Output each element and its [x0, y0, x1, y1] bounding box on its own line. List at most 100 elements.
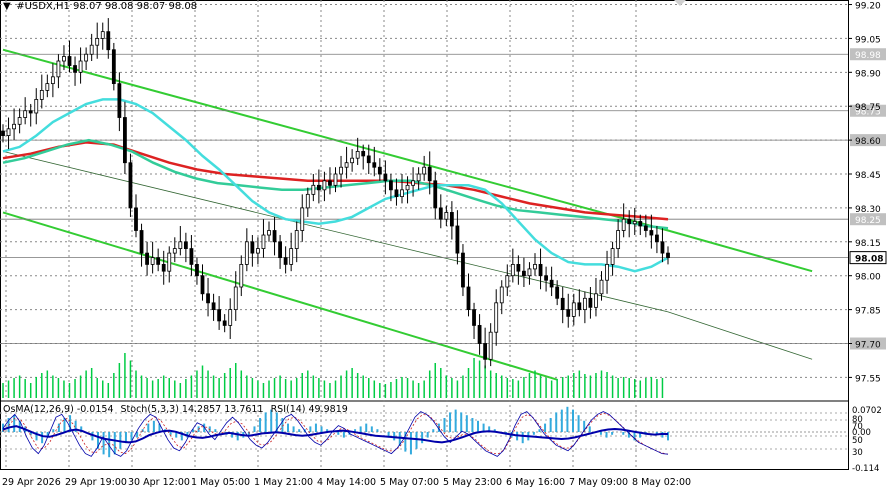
candle-body	[189, 248, 194, 265]
candle-body	[156, 257, 161, 265]
candle-body	[449, 212, 454, 227]
candle-body	[161, 264, 166, 272]
candle-body	[73, 65, 77, 73]
candle-body	[23, 110, 28, 118]
candle-body	[383, 173, 388, 182]
candle-body	[505, 275, 510, 288]
volume-bars	[2, 353, 664, 398]
candle-body	[400, 189, 404, 198]
level-label: 98.73	[855, 108, 881, 118]
candle-body	[172, 248, 177, 254]
time-tick-label: 29 Apr 19:00	[65, 477, 127, 488]
candle-body	[67, 56, 72, 66]
indicator-panel	[0, 406, 848, 458]
candle-body	[438, 207, 443, 220]
price-tick-label: 98.30	[855, 205, 881, 215]
stoch-label: Stoch(5,3,3) 14.2857 13.7611	[120, 404, 264, 415]
candle-body	[150, 257, 155, 265]
rsi-line	[2, 425, 668, 444]
candle-body	[111, 49, 116, 85]
candle-body	[39, 89, 44, 100]
candle-body	[344, 162, 349, 168]
candle-body	[316, 184, 321, 191]
candle-body	[145, 252, 149, 265]
time-tick-label: 5 May 07:00	[380, 477, 439, 488]
time-tick-label: 1 May 21:00	[254, 477, 313, 488]
candle-body	[594, 293, 598, 308]
candle-body	[433, 180, 438, 209]
ema-50-line	[2, 98, 669, 273]
candle-body	[427, 166, 432, 182]
candle-body	[62, 56, 66, 62]
candle-body	[294, 230, 299, 249]
candle-body	[389, 180, 393, 191]
candle-body	[134, 207, 138, 231]
time-tick-label: 30 Apr 12:00	[128, 477, 190, 488]
candle-body	[239, 264, 244, 288]
candle-body	[643, 225, 648, 231]
candle-body	[632, 221, 637, 225]
indicator-scale-label: 70	[852, 422, 863, 432]
candle-body	[311, 184, 316, 195]
price-axis: 99.20 99.05 98.90 98.75 98.60 98.45 98.30 98.15…	[848, 2, 882, 474]
price-tick-label: 97.85	[855, 307, 881, 317]
price-tick-label: 99.05	[855, 35, 881, 45]
candle-body	[411, 180, 415, 186]
ohlc-readout: 98.07 98.08 98.07 98.08	[73, 1, 198, 12]
candle-body	[123, 117, 127, 164]
candle-body	[305, 193, 310, 209]
candle-body	[616, 230, 621, 249]
time-tick-label: 7 May 09:00	[569, 477, 628, 488]
level-label-box	[850, 134, 886, 147]
candle-body	[499, 286, 504, 304]
candle-body	[244, 241, 249, 265]
candle-body	[45, 83, 50, 91]
indicator-scale-label: 80	[852, 415, 863, 425]
candle-body	[322, 180, 327, 191]
price-tick-label: 99.20	[855, 2, 881, 12]
candle-body	[300, 207, 305, 231]
candle-body	[267, 230, 271, 236]
candle-body	[261, 234, 266, 249]
candle-body	[167, 252, 172, 272]
candle-body	[139, 230, 144, 254]
scroll-marker-icon[interactable]	[674, 0, 686, 6]
symbol-label: #USDX,H1	[16, 1, 70, 12]
candle-body	[333, 173, 338, 186]
candle-body	[599, 279, 604, 295]
candle-body	[527, 268, 532, 277]
plot-frame	[0, 0, 849, 470]
indicator-scale-label: -0.114	[852, 464, 879, 474]
stoch-signal-line	[2, 412, 669, 455]
regression-channel	[2, 48, 813, 381]
candle-body	[106, 31, 111, 51]
candle-body	[577, 302, 582, 311]
candle-body	[339, 166, 343, 175]
indicator-scale-label: 50	[852, 436, 863, 446]
candle-body	[272, 230, 277, 243]
candle-body	[566, 309, 571, 317]
candle-body	[289, 248, 294, 265]
rsi-label: RSI(14) 49.9819	[270, 404, 348, 415]
level-label: 97.70	[855, 341, 881, 351]
level-label-box	[850, 213, 886, 226]
candle-body	[588, 297, 593, 308]
candle-body	[278, 241, 282, 259]
candle-body	[328, 180, 332, 186]
level-label-box	[849, 251, 887, 265]
price-tick-label: 97.70	[855, 341, 881, 351]
candle-body	[12, 123, 16, 130]
channel-lower-line	[2, 211, 558, 381]
time-axis: 29 Apr 2026 29 Apr 19:00 30 Apr 12:00 1 May…	[2, 477, 691, 488]
price-tick-label: 98.75	[855, 103, 881, 113]
candle-body	[510, 264, 515, 277]
candle-body	[228, 309, 233, 326]
dropdown-arrow-icon[interactable]: ▼	[3, 1, 11, 12]
candle-body	[183, 241, 188, 249]
candle-body	[84, 53, 89, 62]
candle-body	[1, 130, 5, 136]
candle-body	[206, 293, 210, 304]
candle-body	[571, 302, 576, 317]
stoch-main-line	[2, 411, 669, 457]
time-tick-label: 29 Apr 2026	[2, 477, 61, 488]
